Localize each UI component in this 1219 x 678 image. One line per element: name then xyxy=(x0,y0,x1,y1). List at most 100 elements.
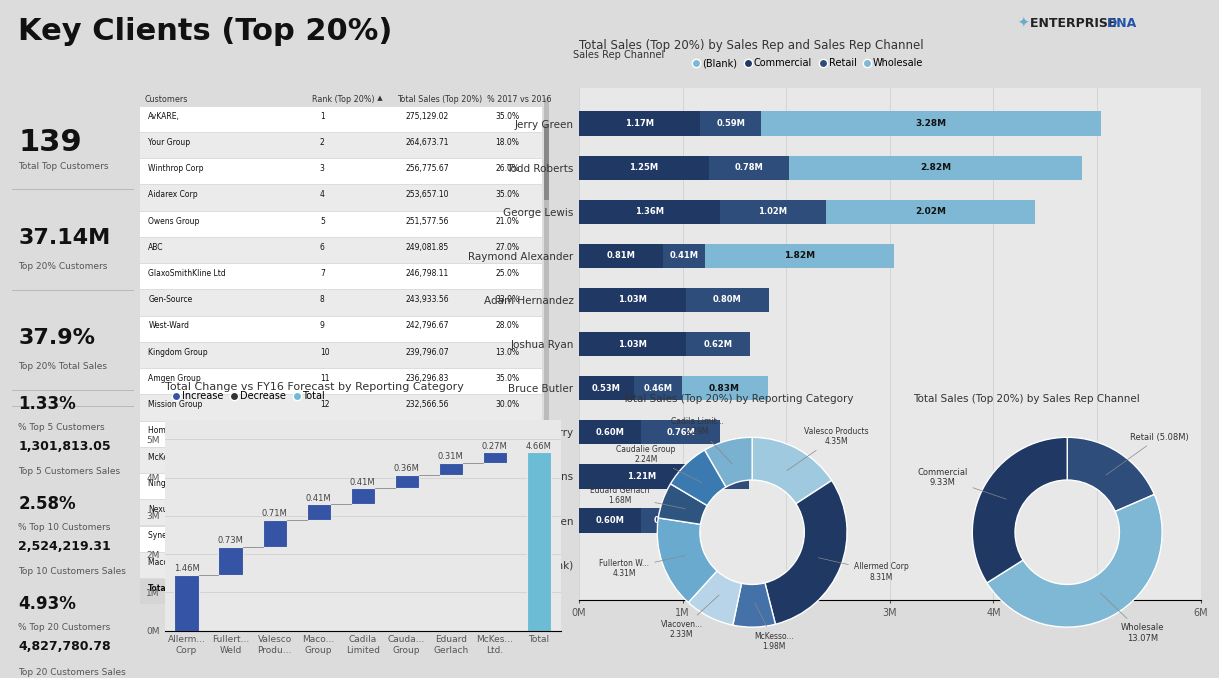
FancyBboxPatch shape xyxy=(140,106,542,132)
Bar xyxy=(641,420,720,445)
Text: % Top 10 Customers: % Top 10 Customers xyxy=(18,523,111,532)
Text: 8: 8 xyxy=(319,295,324,304)
Text: 4: 4 xyxy=(319,191,324,199)
Text: 25.0%: 25.0% xyxy=(495,479,519,488)
Text: 27.0%: 27.0% xyxy=(495,243,519,252)
FancyBboxPatch shape xyxy=(140,290,542,315)
Bar xyxy=(579,376,634,400)
Bar xyxy=(720,199,825,224)
Text: 10: 10 xyxy=(319,348,329,357)
Text: 0.27M: 0.27M xyxy=(482,442,507,451)
Text: AvKARE,: AvKARE, xyxy=(149,112,180,121)
Text: 0.41M: 0.41M xyxy=(306,494,332,502)
Text: Vlacoven...
2.33M: Vlacoven... 2.33M xyxy=(661,595,719,639)
Wedge shape xyxy=(752,437,831,504)
Bar xyxy=(700,111,762,136)
Text: 1.25M: 1.25M xyxy=(629,163,658,172)
Text: 1.46M: 1.46M xyxy=(173,564,200,573)
Text: 23.0%: 23.0% xyxy=(495,532,519,540)
Text: Top 5 Customers Sales: Top 5 Customers Sales xyxy=(18,467,121,477)
Text: 231,133.18: 231,133.18 xyxy=(406,453,449,462)
Text: 253,657.10: 253,657.10 xyxy=(406,191,449,199)
Bar xyxy=(579,199,720,224)
Wedge shape xyxy=(973,437,1068,583)
Text: 1.02M: 1.02M xyxy=(758,207,787,216)
Wedge shape xyxy=(1067,437,1154,511)
Text: ABC: ABC xyxy=(149,243,163,252)
FancyBboxPatch shape xyxy=(140,448,542,473)
Text: 0.36M: 0.36M xyxy=(394,464,419,473)
Text: 4.93%: 4.93% xyxy=(18,595,76,614)
Text: 230,165.20: 230,165.20 xyxy=(406,505,449,514)
Text: Cadila Limit...
2.29M: Cadila Limit... 2.29M xyxy=(670,417,733,464)
Text: 264,673.71: 264,673.71 xyxy=(406,138,449,146)
Bar xyxy=(579,288,686,312)
FancyBboxPatch shape xyxy=(140,159,542,184)
Text: 249,081.85: 249,081.85 xyxy=(406,243,449,252)
FancyBboxPatch shape xyxy=(140,133,542,158)
Text: Eduard Gerlach
1.68M: Eduard Gerlach 1.68M xyxy=(590,485,685,508)
Text: 5: 5 xyxy=(319,216,324,226)
Text: 18.0%: 18.0% xyxy=(495,138,519,146)
Text: Total Sales (Top 20%): Total Sales (Top 20%) xyxy=(397,95,483,104)
Text: 1: 1 xyxy=(319,584,325,593)
Text: 246,798.11: 246,798.11 xyxy=(406,269,449,278)
FancyBboxPatch shape xyxy=(545,98,549,593)
Text: 6.0%: 6.0% xyxy=(495,426,514,435)
Text: 2.82M: 2.82M xyxy=(920,163,951,172)
Legend: Increase, Decrease, Total: Increase, Decrease, Total xyxy=(169,387,329,405)
Bar xyxy=(641,508,695,533)
Text: Owens Group: Owens Group xyxy=(149,216,200,226)
Bar xyxy=(395,475,419,488)
Text: 12: 12 xyxy=(319,400,329,410)
Text: Amgen Group: Amgen Group xyxy=(149,374,201,383)
Text: Top 10 Customers Sales: Top 10 Customers Sales xyxy=(18,567,126,576)
Text: 0.62M: 0.62M xyxy=(703,340,733,348)
Bar xyxy=(825,199,1035,224)
Bar xyxy=(686,332,750,356)
Text: 25.0%: 25.0% xyxy=(495,269,519,278)
Bar xyxy=(579,464,705,489)
Text: 228,624.73: 228,624.73 xyxy=(406,532,449,540)
Text: 37.14M: 37.14M xyxy=(18,228,111,248)
Text: 0.78M: 0.78M xyxy=(735,163,763,172)
Text: % Top 20 Customers: % Top 20 Customers xyxy=(18,623,111,632)
Text: West-Ward: West-Ward xyxy=(149,321,189,330)
Text: 2: 2 xyxy=(319,138,324,146)
Text: 1.03M: 1.03M xyxy=(618,296,647,304)
Text: Valesco Products
4.35M: Valesco Products 4.35M xyxy=(787,426,869,471)
Bar xyxy=(708,155,790,180)
Text: 1,301,813.05: 1,301,813.05 xyxy=(18,439,111,453)
Text: ENTERPRISE: ENTERPRISE xyxy=(1030,17,1120,30)
Text: 139: 139 xyxy=(18,128,82,157)
Text: 0.59M: 0.59M xyxy=(717,119,745,128)
Text: 236,296.83: 236,296.83 xyxy=(406,374,449,383)
Text: 6: 6 xyxy=(319,243,324,252)
Text: 0.41M: 0.41M xyxy=(350,478,375,487)
Text: 230,318.34: 230,318.34 xyxy=(406,479,449,488)
Text: 231,449.12: 231,449.12 xyxy=(406,426,449,435)
Wedge shape xyxy=(733,583,775,627)
Text: 9: 9 xyxy=(319,321,324,330)
FancyBboxPatch shape xyxy=(140,369,542,395)
Text: Homeocare Ltd: Homeocare Ltd xyxy=(149,426,206,435)
FancyBboxPatch shape xyxy=(140,527,542,552)
Text: 35.0%: 35.0% xyxy=(495,191,519,199)
Bar xyxy=(527,452,551,631)
Text: 15: 15 xyxy=(319,479,329,488)
Bar xyxy=(218,547,243,575)
Text: Nexus: Nexus xyxy=(149,505,172,514)
Wedge shape xyxy=(657,518,717,603)
Text: 275,129.02: 275,129.02 xyxy=(406,112,449,121)
Text: 232,566.56: 232,566.56 xyxy=(406,400,449,410)
Text: 14: 14 xyxy=(319,453,329,462)
Bar xyxy=(579,111,700,136)
Text: Total Top Customers: Total Top Customers xyxy=(18,161,108,171)
Text: 0.80M: 0.80M xyxy=(713,296,741,304)
Text: Caudalie Group
2.24M: Caudalie Group 2.24M xyxy=(616,445,702,482)
Text: Sales Rep Channel: Sales Rep Channel xyxy=(573,50,664,60)
Text: Top 20% Customers: Top 20% Customers xyxy=(18,262,107,271)
Bar xyxy=(579,420,641,445)
Text: 13: 13 xyxy=(319,426,329,435)
Text: 3: 3 xyxy=(319,164,324,173)
